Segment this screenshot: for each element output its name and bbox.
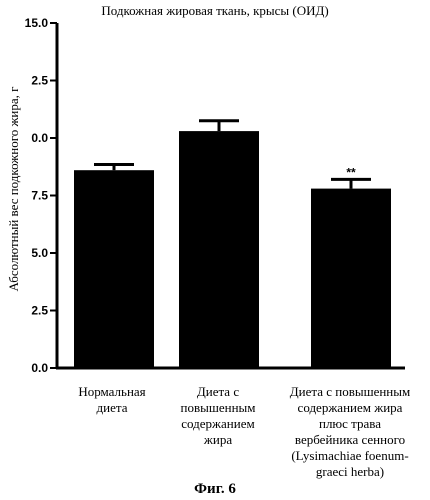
category-label-high-fat-diet: Диета с повышенным содержанием жира [180,384,256,447]
y-tick-label: 2.5 [31,304,48,318]
y-tick-label: 2.5 [31,74,48,88]
bar [311,188,391,368]
figure-caption: Фиг. 6 [194,481,236,497]
y-axis-label: Абсолютный вес подкожного жира, г [6,86,21,292]
chart-title: Подкожная жировая ткань, крысы (ОИД) [101,3,329,18]
category-label-high-fat-plus-herb: Диета с повышенным содержанием жира плюс… [289,384,411,479]
significance-annotation: ** [346,165,356,179]
bar [179,131,259,368]
y-tick-label: 7.5 [31,189,48,203]
y-tick-label: 5.0 [31,246,48,260]
category-label-normal-diet: Нормальная диета [78,384,146,415]
y-tick-label: 15.0 [25,16,49,30]
y-tick-label: 0.0 [31,361,48,375]
bar [74,170,154,368]
y-tick-label: 0.0 [31,131,48,145]
